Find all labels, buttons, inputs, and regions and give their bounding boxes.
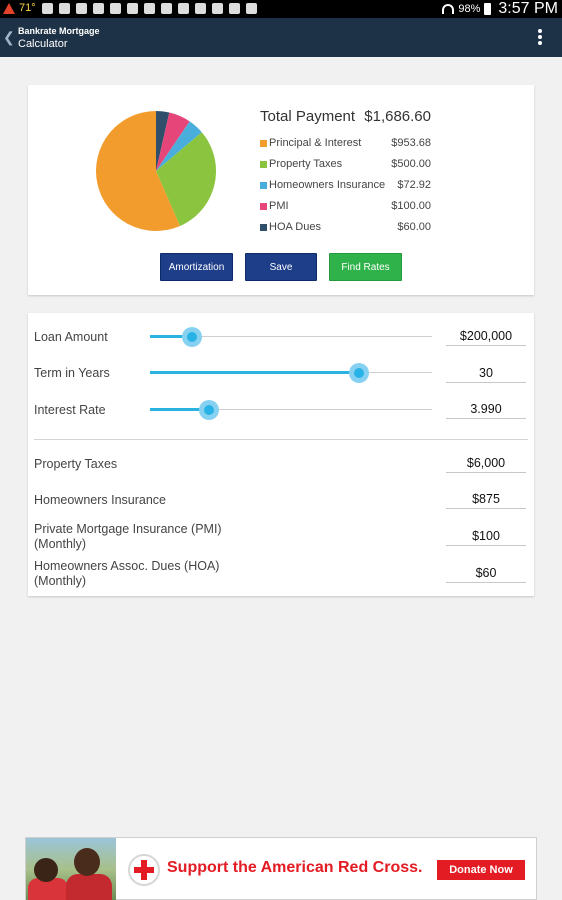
- clock: 3:57 PM: [498, 0, 558, 17]
- pmi-field[interactable]: $100: [446, 528, 526, 546]
- legend-amount: $60.00: [397, 221, 431, 233]
- legend-amount: $72.92: [397, 179, 431, 191]
- slider-thumb[interactable]: [348, 363, 369, 383]
- legend-swatch: [260, 224, 267, 231]
- term-slider[interactable]: [150, 362, 432, 384]
- pie-slice-hoa-dues: [156, 111, 170, 171]
- donate-now-button[interactable]: Donate Now: [437, 860, 525, 880]
- photo-icon: [75, 2, 87, 14]
- loan-inputs-card: Loan Amount $200,000 Term in Years 30 In…: [28, 313, 534, 596]
- warning-icon: [3, 2, 15, 14]
- upload-icon: [177, 2, 189, 14]
- ad-text: Support the American Red Cross.: [167, 859, 423, 876]
- property-taxes-field[interactable]: $6,000: [446, 455, 526, 473]
- hoa-field[interactable]: $60: [446, 565, 526, 583]
- app-icon: [58, 2, 70, 14]
- legend-swatch: [260, 203, 267, 210]
- loan-amount-label: Loan Amount: [34, 330, 108, 344]
- check-icon: [143, 2, 155, 14]
- legend-label: PMI: [269, 200, 289, 212]
- legend-item-hoa-dues: HOA Dues $60.00: [260, 221, 431, 242]
- status-bar: 71° 98% 3:57 PM: [0, 0, 562, 18]
- temperature: 71°: [19, 2, 36, 14]
- slider-fill: [150, 371, 359, 374]
- pmi-label-line2: (Monthly): [34, 537, 87, 551]
- system-icons: 98% 3:57 PM: [442, 0, 558, 18]
- app-title-line1: Bankrate Mortgage: [18, 26, 100, 36]
- interest-rate-label: Interest Rate: [34, 403, 106, 417]
- minus-icon: [41, 2, 53, 14]
- legend-label: Principal & Interest: [269, 137, 362, 149]
- image-icon: [211, 2, 223, 14]
- loan-amount-field[interactable]: $200,000: [446, 328, 526, 346]
- chart-icon: [126, 2, 138, 14]
- slider-fill: [150, 408, 210, 411]
- pie-slice-homeowners-insurance: [156, 121, 202, 171]
- total-payment-label: Total Payment: [260, 108, 356, 125]
- payment-summary-card: Total Payment $1,686.60 Principal & Inte…: [28, 85, 534, 295]
- mail-icon: [92, 2, 104, 14]
- slider-thumb[interactable]: [182, 327, 203, 347]
- ad-banner[interactable]: Support the American Red Cross. Donate N…: [25, 837, 537, 900]
- total-payment: Total Payment $1,686.60: [260, 108, 431, 126]
- legend-label: Property Taxes: [269, 158, 343, 170]
- battery-icon: [484, 3, 492, 15]
- interest-rate-slider[interactable]: [150, 399, 432, 421]
- legend-item-pmi: PMI $100.00: [260, 200, 431, 221]
- hoa-label-line1: Homeowners Assoc. Dues (HOA): [34, 559, 220, 573]
- pmi-label: Private Mortgage Insurance (PMI) (Monthl…: [34, 522, 222, 552]
- legend-item-principal: Principal & Interest $953.68: [260, 137, 431, 158]
- slider-thumb[interactable]: [199, 400, 220, 420]
- legend-label: HOA Dues: [269, 221, 321, 233]
- payment-legend: Principal & Interest $953.68 Property Ta…: [260, 137, 431, 242]
- save-button[interactable]: Save: [245, 253, 317, 281]
- total-payment-value: $1,686.60: [364, 108, 431, 125]
- pie-slice-property-taxes: [156, 132, 216, 226]
- loan-amount-slider[interactable]: [150, 326, 432, 348]
- gallery-icon: [245, 2, 257, 14]
- pmi-label-line1: Private Mortgage Insurance (PMI): [34, 522, 222, 536]
- slider-fill: [150, 335, 193, 338]
- payment-pie-chart: [96, 111, 216, 231]
- legend-swatch: [260, 140, 267, 147]
- hoa-label-line2: (Monthly): [34, 574, 87, 588]
- legend-item-property-taxes: Property Taxes $500.00: [260, 158, 431, 179]
- homeowners-insurance-label: Homeowners Insurance: [34, 493, 167, 507]
- red-cross-logo-icon: [128, 854, 160, 886]
- slider-track: [150, 336, 432, 337]
- term-field[interactable]: 30: [446, 365, 526, 383]
- app-title-line2: Calculator: [18, 38, 68, 50]
- term-label: Term in Years: [34, 366, 110, 380]
- news-icon: [194, 2, 206, 14]
- amortization-button[interactable]: Amortization: [160, 253, 233, 281]
- app-bar: ❮ Bankrate Mortgage Calculator: [0, 18, 562, 57]
- legend-amount: $500.00: [391, 158, 431, 170]
- store-icon: [228, 2, 240, 14]
- overflow-menu-icon[interactable]: [538, 29, 542, 45]
- find-rates-button[interactable]: Find Rates: [329, 253, 402, 281]
- interest-rate-field[interactable]: 3.990: [446, 401, 526, 419]
- battery-percent: 98%: [458, 3, 481, 15]
- cloud-icon: [109, 2, 121, 14]
- homeowners-insurance-field[interactable]: $875: [446, 491, 526, 509]
- divider: [34, 439, 528, 440]
- slider-track: [150, 409, 432, 410]
- hoa-label: Homeowners Assoc. Dues (HOA) (Monthly): [34, 559, 219, 589]
- legend-swatch: [260, 182, 267, 189]
- legend-item-homeowners-insurance: Homeowners Insurance $72.92: [260, 179, 431, 200]
- alert-icon: [160, 2, 172, 14]
- legend-swatch: [260, 161, 267, 168]
- wifi-icon: [442, 4, 455, 14]
- pie-slice-pmi: [156, 112, 190, 171]
- notification-icons: 71°: [3, 2, 257, 14]
- property-taxes-label: Property Taxes: [34, 457, 118, 471]
- ad-photo: [26, 838, 116, 900]
- legend-label: Homeowners Insurance: [269, 179, 386, 191]
- legend-amount: $100.00: [391, 200, 431, 212]
- back-chevron-icon[interactable]: ❮: [3, 29, 15, 45]
- pie-slice-principal-interest: [96, 111, 180, 231]
- legend-amount: $953.68: [391, 137, 431, 149]
